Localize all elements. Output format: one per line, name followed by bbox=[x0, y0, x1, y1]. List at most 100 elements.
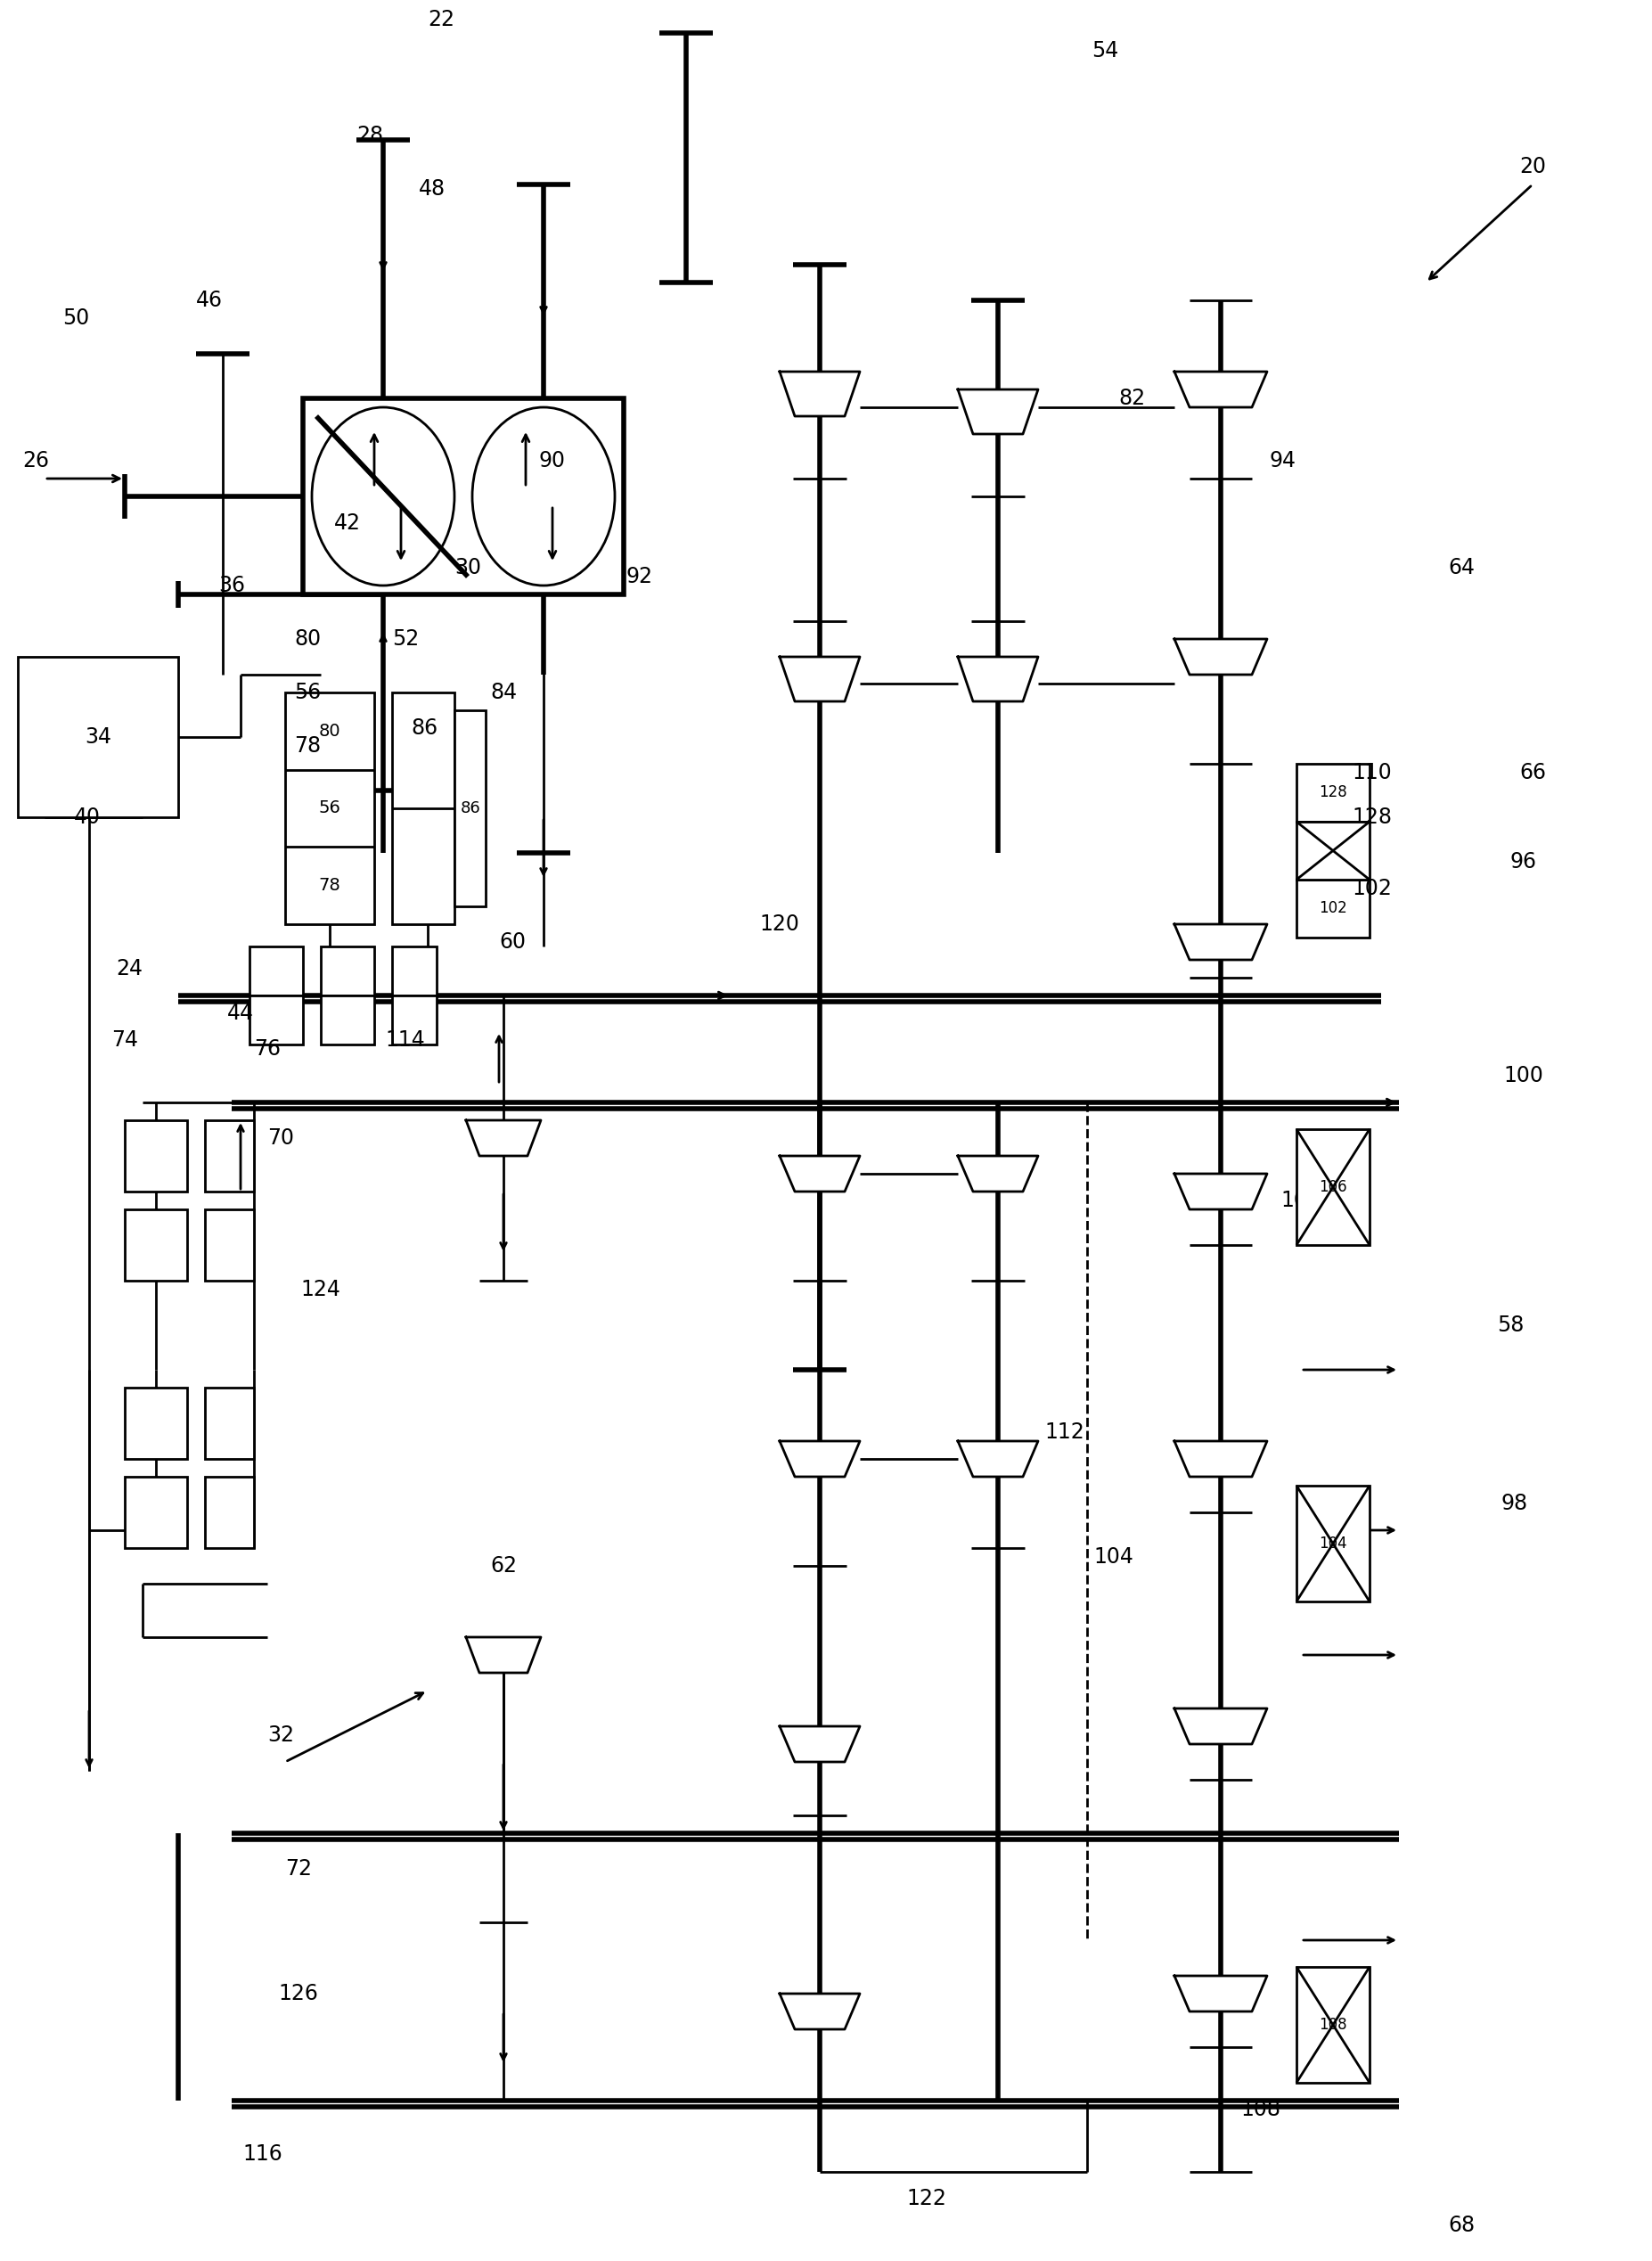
Text: 126: 126 bbox=[279, 1983, 319, 2003]
Bar bbox=[392, 995, 436, 1045]
Text: 100: 100 bbox=[1503, 1065, 1543, 1085]
Text: 128: 128 bbox=[1318, 785, 1346, 800]
Text: 82: 82 bbox=[1118, 387, 1145, 409]
Bar bbox=[205, 1119, 254, 1192]
Text: 70: 70 bbox=[268, 1128, 294, 1149]
Text: 24: 24 bbox=[116, 959, 142, 979]
Text: 108: 108 bbox=[1241, 2098, 1280, 2121]
Text: 26: 26 bbox=[21, 450, 50, 473]
Text: 52: 52 bbox=[392, 629, 420, 649]
Polygon shape bbox=[1175, 371, 1267, 407]
Bar bbox=[1297, 821, 1370, 880]
Bar bbox=[205, 1210, 254, 1280]
Text: 112: 112 bbox=[1044, 1422, 1085, 1443]
Text: 40: 40 bbox=[74, 807, 101, 828]
Bar bbox=[1297, 1128, 1370, 1246]
Text: 98: 98 bbox=[1502, 1492, 1528, 1515]
Bar bbox=[126, 1476, 187, 1549]
Text: 86: 86 bbox=[461, 800, 481, 816]
Text: 102: 102 bbox=[1318, 900, 1346, 916]
Text: 86: 86 bbox=[411, 717, 438, 739]
Text: 80: 80 bbox=[319, 724, 340, 739]
Text: 122: 122 bbox=[907, 2189, 947, 2209]
Text: 76: 76 bbox=[254, 1038, 281, 1060]
Text: 96: 96 bbox=[1510, 850, 1536, 873]
Text: 30: 30 bbox=[454, 556, 481, 579]
Text: 72: 72 bbox=[286, 1859, 312, 1879]
Bar bbox=[392, 692, 454, 925]
Polygon shape bbox=[780, 658, 859, 701]
Polygon shape bbox=[780, 371, 859, 416]
Text: 108: 108 bbox=[1318, 2017, 1346, 2033]
Text: 62: 62 bbox=[491, 1556, 517, 1576]
Bar bbox=[249, 995, 302, 1045]
Polygon shape bbox=[1175, 1440, 1267, 1476]
Text: 116: 116 bbox=[243, 2143, 282, 2164]
Text: 46: 46 bbox=[197, 289, 223, 312]
Text: 120: 120 bbox=[760, 913, 800, 934]
Text: 102: 102 bbox=[1353, 877, 1393, 900]
Polygon shape bbox=[958, 1155, 1037, 1192]
Text: 94: 94 bbox=[1270, 450, 1297, 473]
Text: 110: 110 bbox=[1353, 762, 1393, 782]
Bar bbox=[1297, 1485, 1370, 1601]
Text: 104: 104 bbox=[1318, 1535, 1346, 1551]
Bar bbox=[126, 1119, 187, 1192]
Bar bbox=[302, 398, 624, 595]
Polygon shape bbox=[466, 1637, 540, 1673]
Bar bbox=[249, 947, 302, 995]
Text: 114: 114 bbox=[385, 1029, 425, 1051]
Bar bbox=[454, 710, 486, 907]
Polygon shape bbox=[1175, 1976, 1267, 2012]
Text: 84: 84 bbox=[491, 683, 517, 703]
Text: 22: 22 bbox=[428, 9, 454, 29]
Polygon shape bbox=[780, 1994, 859, 2030]
Text: 104: 104 bbox=[1094, 1547, 1133, 1567]
Polygon shape bbox=[1175, 640, 1267, 674]
Text: 128: 128 bbox=[1353, 807, 1393, 828]
Text: 54: 54 bbox=[1092, 41, 1118, 61]
Text: 32: 32 bbox=[268, 1725, 294, 1745]
Text: 58: 58 bbox=[1497, 1314, 1523, 1336]
Text: 64: 64 bbox=[1447, 556, 1475, 579]
Text: 78: 78 bbox=[294, 735, 320, 757]
Text: 78: 78 bbox=[319, 877, 340, 893]
Polygon shape bbox=[780, 1727, 859, 1761]
Bar bbox=[320, 995, 375, 1045]
Text: 66: 66 bbox=[1520, 762, 1546, 782]
Polygon shape bbox=[466, 1119, 540, 1155]
Bar bbox=[1297, 1967, 1370, 2082]
Text: 36: 36 bbox=[218, 574, 244, 597]
Polygon shape bbox=[1175, 1709, 1267, 1743]
Text: 106: 106 bbox=[1318, 1178, 1346, 1196]
Polygon shape bbox=[780, 1440, 859, 1476]
Text: 106: 106 bbox=[1280, 1189, 1322, 1212]
Text: 56: 56 bbox=[294, 683, 320, 703]
Text: 74: 74 bbox=[111, 1029, 139, 1051]
Text: 60: 60 bbox=[499, 932, 525, 952]
Bar bbox=[18, 658, 178, 816]
Text: 48: 48 bbox=[418, 179, 446, 199]
Text: 124: 124 bbox=[301, 1280, 340, 1300]
Bar bbox=[286, 692, 375, 925]
Text: 34: 34 bbox=[84, 726, 111, 748]
Text: 42: 42 bbox=[334, 513, 360, 534]
Bar bbox=[320, 947, 375, 995]
Polygon shape bbox=[780, 1155, 859, 1192]
Bar bbox=[126, 1210, 187, 1280]
Bar bbox=[1297, 880, 1370, 938]
Text: 68: 68 bbox=[1447, 2216, 1475, 2236]
Polygon shape bbox=[958, 389, 1037, 434]
Bar bbox=[1297, 764, 1370, 821]
Text: 28: 28 bbox=[357, 124, 383, 147]
Polygon shape bbox=[958, 1440, 1037, 1476]
Polygon shape bbox=[1175, 925, 1267, 961]
Polygon shape bbox=[958, 658, 1037, 701]
Bar bbox=[126, 1388, 187, 1458]
Text: 20: 20 bbox=[1520, 156, 1546, 176]
Text: 44: 44 bbox=[228, 1002, 254, 1024]
Text: 56: 56 bbox=[319, 800, 340, 816]
Bar bbox=[392, 947, 436, 995]
Text: 50: 50 bbox=[63, 307, 89, 328]
Polygon shape bbox=[1175, 1173, 1267, 1210]
